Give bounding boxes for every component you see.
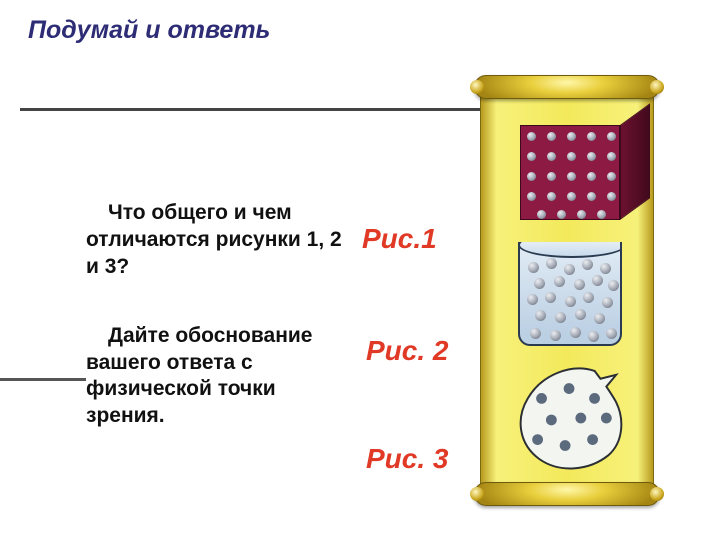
slide-title: Подумай и ответь	[28, 16, 270, 45]
figure-3-gas	[492, 363, 642, 483]
scroll-roll-top	[474, 75, 660, 99]
body-text: Что общего и чем отличаются рисунки 1, 2…	[86, 200, 352, 430]
figure-label-2: Рис. 2	[366, 335, 448, 367]
accent-line-left	[0, 378, 86, 381]
figure-1-solid	[492, 110, 642, 230]
figure-label-3: Рис. 3	[366, 443, 448, 475]
paragraph-1: Что общего и чем отличаются рисунки 1, 2…	[86, 201, 342, 278]
accent-line-top	[20, 108, 538, 111]
scroll-roll-bottom	[474, 482, 660, 506]
cube-front-face	[520, 125, 620, 220]
balloon-svg	[512, 365, 630, 473]
beaker	[518, 242, 622, 346]
figure-label-1: Рис.1	[362, 223, 437, 255]
figure-2-liquid	[492, 238, 642, 356]
paragraph-2: Дайте обоснование вашего ответа с физиче…	[86, 324, 312, 428]
scroll-illustration	[470, 70, 664, 514]
